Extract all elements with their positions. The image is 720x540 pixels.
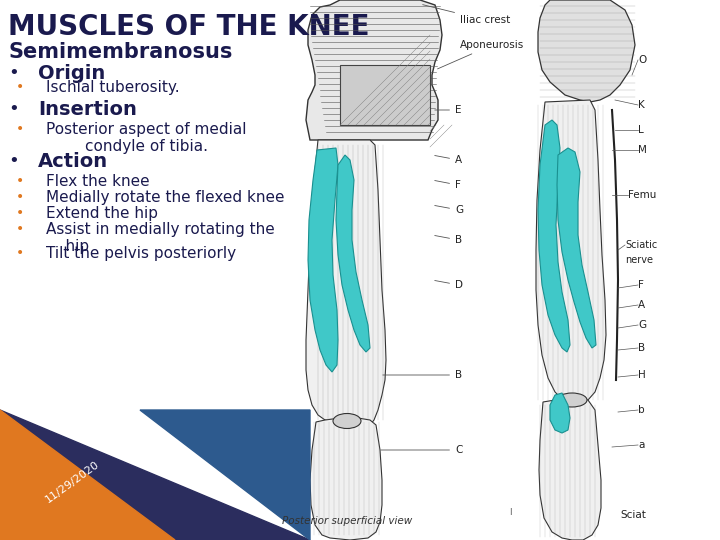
Text: Ischial tuberosity.: Ischial tuberosity. bbox=[46, 80, 179, 95]
Text: Semimembranosus: Semimembranosus bbox=[8, 42, 233, 62]
Polygon shape bbox=[308, 148, 338, 372]
Polygon shape bbox=[538, 0, 635, 102]
Text: •: • bbox=[8, 64, 19, 82]
Text: Extend the hip: Extend the hip bbox=[46, 206, 158, 221]
Text: Sciatic: Sciatic bbox=[625, 240, 657, 250]
Ellipse shape bbox=[557, 393, 587, 407]
Text: F: F bbox=[435, 180, 461, 190]
Text: Aponeurosis: Aponeurosis bbox=[438, 40, 524, 69]
Text: O: O bbox=[638, 55, 647, 65]
Text: Iliac crest: Iliac crest bbox=[423, 5, 510, 25]
Text: E: E bbox=[435, 105, 462, 115]
Polygon shape bbox=[306, 140, 386, 432]
Text: MUSCLES OF THE KNEE: MUSCLES OF THE KNEE bbox=[8, 13, 369, 41]
Text: K: K bbox=[638, 100, 644, 110]
Text: Assist in medially rotating the
    hip: Assist in medially rotating the hip bbox=[46, 222, 275, 254]
Text: Flex the knee: Flex the knee bbox=[46, 174, 150, 189]
Polygon shape bbox=[306, 0, 442, 140]
Text: •: • bbox=[16, 246, 24, 260]
Text: F: F bbox=[638, 280, 644, 290]
Polygon shape bbox=[550, 393, 570, 433]
Text: B: B bbox=[435, 235, 462, 245]
Text: A: A bbox=[435, 155, 462, 165]
Text: nerve: nerve bbox=[625, 255, 653, 265]
Text: b: b bbox=[638, 405, 644, 415]
Text: L: L bbox=[638, 125, 644, 135]
Text: •: • bbox=[8, 152, 19, 170]
Text: C: C bbox=[381, 445, 462, 455]
Text: Action: Action bbox=[38, 152, 108, 171]
Text: D: D bbox=[435, 280, 463, 290]
Text: a: a bbox=[638, 440, 644, 450]
Text: •: • bbox=[8, 100, 19, 118]
Text: G: G bbox=[435, 205, 463, 215]
Text: Insertion: Insertion bbox=[38, 100, 137, 119]
Text: •: • bbox=[16, 222, 24, 236]
Text: G: G bbox=[638, 320, 646, 330]
Text: Posterior aspect of medial
        condyle of tibia.: Posterior aspect of medial condyle of ti… bbox=[46, 122, 246, 154]
Polygon shape bbox=[538, 120, 570, 352]
Polygon shape bbox=[0, 410, 175, 540]
Polygon shape bbox=[557, 148, 596, 348]
Polygon shape bbox=[310, 418, 382, 540]
Polygon shape bbox=[340, 65, 430, 125]
Text: •: • bbox=[16, 174, 24, 188]
Text: •: • bbox=[16, 206, 24, 220]
Text: B: B bbox=[638, 343, 645, 353]
Text: •: • bbox=[16, 80, 24, 94]
Text: •: • bbox=[16, 190, 24, 204]
Text: Tilt the pelvis posteriorly: Tilt the pelvis posteriorly bbox=[46, 246, 236, 261]
Polygon shape bbox=[539, 398, 601, 540]
Text: B: B bbox=[383, 370, 462, 380]
Text: Origin: Origin bbox=[38, 64, 105, 83]
Text: Posterior superficial view: Posterior superficial view bbox=[282, 516, 412, 526]
Polygon shape bbox=[0, 410, 310, 540]
Polygon shape bbox=[140, 410, 310, 540]
Polygon shape bbox=[536, 100, 606, 403]
Text: I: I bbox=[509, 508, 511, 517]
Text: Femu: Femu bbox=[628, 190, 657, 200]
Bar bbox=[300, 0, 720, 540]
Ellipse shape bbox=[333, 414, 361, 429]
Text: H: H bbox=[638, 370, 646, 380]
Polygon shape bbox=[336, 155, 370, 352]
Text: •: • bbox=[16, 122, 24, 136]
Text: 11/29/2020: 11/29/2020 bbox=[43, 459, 101, 505]
Text: A: A bbox=[638, 300, 645, 310]
Text: M: M bbox=[638, 145, 647, 155]
Text: Sciat: Sciat bbox=[620, 510, 646, 520]
Text: Medially rotate the flexed knee: Medially rotate the flexed knee bbox=[46, 190, 284, 205]
